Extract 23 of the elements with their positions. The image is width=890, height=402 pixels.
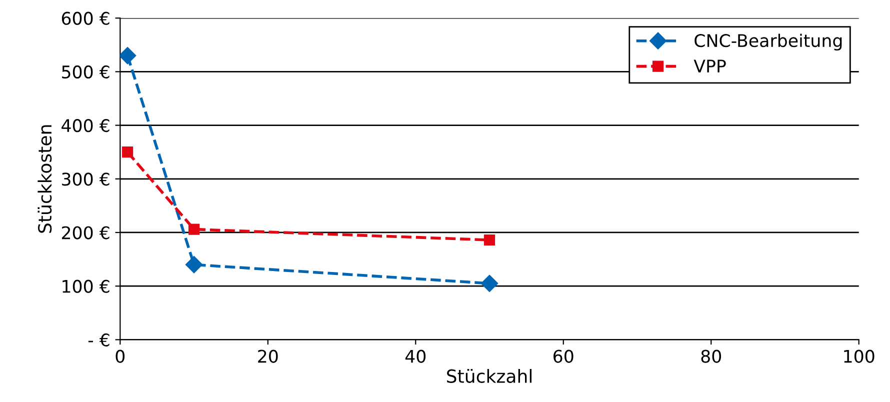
legend-label: VPP [694,60,726,72]
point [185,256,203,274]
y-tick-label: - € [88,333,110,347]
y-tick-label: 300 € [62,172,110,186]
x-tick-label: 0 [116,350,125,363]
point [484,234,496,246]
x-tick-label: 20 [258,350,278,363]
y-tick-label: 400 € [62,119,110,132]
x-tick-label: 80 [701,350,722,363]
y-tick-label: 100 € [62,280,110,293]
y-tick-label: 500 € [62,65,110,79]
y-tick-label: 200 € [62,226,110,240]
y-axis-title: Stückkosten [38,125,52,233]
point [120,47,136,64]
x-axis-title: Stückzahl [447,368,532,383]
point [480,274,498,292]
point [122,146,134,158]
x-tick-label: 60 [554,350,574,363]
y-tick-label: 600 € [62,12,110,25]
point [188,224,200,235]
x-tick-label: 40 [405,350,426,363]
legend-label: CNC-Bearbeitung [694,34,842,51]
x-tick-label: 100 [844,350,874,363]
